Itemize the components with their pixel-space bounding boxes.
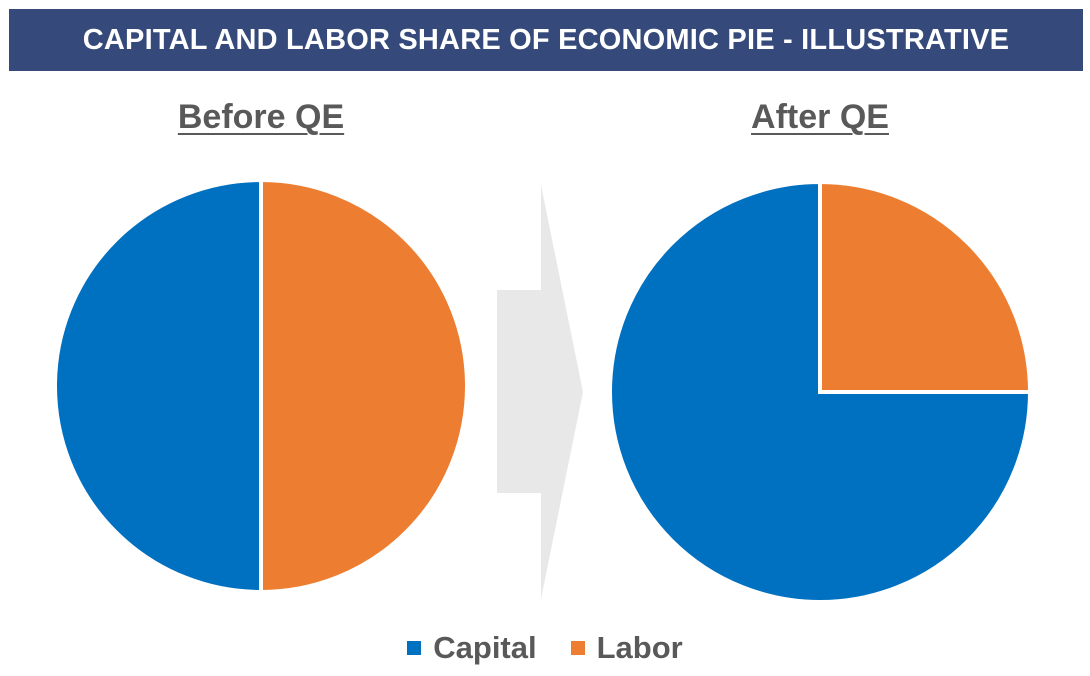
pie-slice-labor	[259, 177, 469, 595]
legend-item-capital: Capital	[407, 630, 537, 666]
legend-swatch-labor	[570, 641, 585, 655]
legend-label-capital: Capital	[433, 630, 537, 665]
pie-chart-before	[53, 177, 469, 595]
pie-slice-capital	[608, 179, 1033, 604]
legend-swatch-capital	[407, 641, 422, 655]
pie-title-after: After QE	[751, 98, 889, 136]
legend: Capital Labor	[0, 628, 1090, 668]
pie-chart-after	[608, 179, 1033, 604]
title-banner: CAPITAL AND LABOR SHARE OF ECONOMIC PIE …	[9, 9, 1083, 71]
legend-item-labor: Labor	[570, 630, 683, 666]
pie-slice-capital	[53, 177, 263, 595]
chart-title: CAPITAL AND LABOR SHARE OF ECONOMIC PIE …	[82, 23, 1010, 56]
pie-title-before: Before QE	[177, 98, 345, 136]
right-arrow-icon	[497, 185, 583, 599]
legend-label-labor: Labor	[596, 630, 683, 665]
pie-slice-labor	[818, 179, 1033, 394]
